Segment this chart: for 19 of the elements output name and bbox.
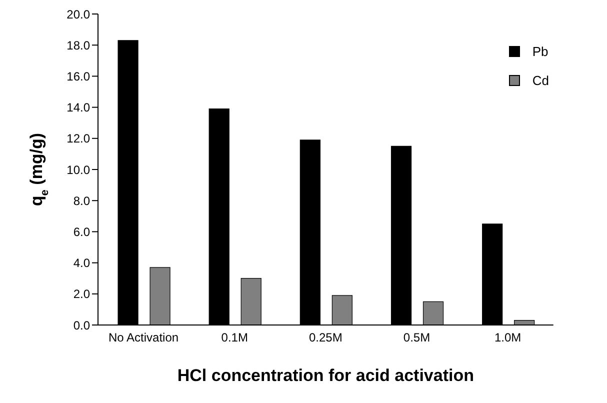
legend-label: Cd [532, 73, 549, 88]
legend-label: Pb [532, 44, 548, 59]
x-tick-label: 1.0M [494, 330, 522, 345]
x-axis-title: HCl concentration for acid activation [177, 366, 474, 385]
y-tick-label: 12.0 [66, 132, 90, 146]
y-tick-label: 2.0 [73, 287, 90, 302]
x-tick-label: 0.5M [403, 330, 430, 345]
y-tick-label: 6.0 [73, 224, 90, 239]
x-tick-label: No Activation [108, 330, 179, 345]
y-tick-label: 20.0 [66, 7, 90, 22]
y-tick-label: 10.0 [66, 162, 90, 177]
y-tick-label: 16.0 [66, 69, 90, 84]
y-tick-label: 18.0 [66, 38, 90, 52]
y-tick-label: 4.0 [73, 256, 90, 270]
x-tick-label: 0.25M [309, 330, 342, 345]
y-tick-label: 8.0 [73, 194, 90, 208]
x-tick-label: 0.1M [221, 330, 248, 345]
y-tick-label: 14.0 [66, 100, 90, 115]
y-tick-label: 0.0 [73, 318, 90, 332]
